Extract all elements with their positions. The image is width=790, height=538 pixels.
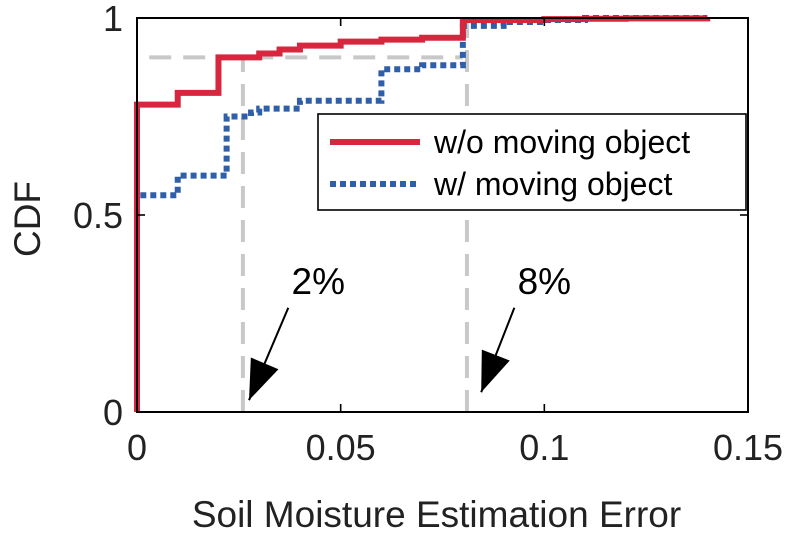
axis-ticks: 0 0.05 0.1 0.15 0 0.5 1 — [73, 0, 783, 468]
annotation-label: 8% — [518, 261, 571, 302]
annotation-arrow-head — [249, 357, 279, 401]
annotations: 2% 8% — [248, 261, 571, 401]
annotation-label: 2% — [292, 261, 345, 302]
series-lines — [134, 15, 711, 412]
legend-label-wo-moving-object: w/o moving object — [433, 124, 690, 160]
legend-box — [317, 113, 747, 211]
y-tick-label: 0 — [103, 392, 123, 433]
y-tick-label: 0.5 — [73, 195, 123, 236]
series-line-w-moving-object — [134, 15, 708, 412]
x-tick-label: 0.1 — [519, 427, 569, 468]
x-tick-label: 0.15 — [713, 427, 783, 468]
x-tick-label: 0.05 — [306, 427, 376, 468]
annotation-arrow-head — [481, 349, 510, 393]
reference-lines — [149, 21, 469, 412]
series-line-wo-moving-object — [134, 15, 711, 412]
legend-label-w-moving-object: w/ moving object — [433, 166, 672, 202]
y-axis-title: CDF — [7, 181, 48, 257]
x-tick-label: 0 — [127, 427, 147, 468]
legend: w/o moving object w/ moving object — [317, 113, 747, 211]
y-tick-label: 1 — [103, 0, 123, 39]
plot-frame — [136, 17, 749, 413]
x-axis-title: Soil Moisture Estimation Error — [192, 494, 681, 535]
